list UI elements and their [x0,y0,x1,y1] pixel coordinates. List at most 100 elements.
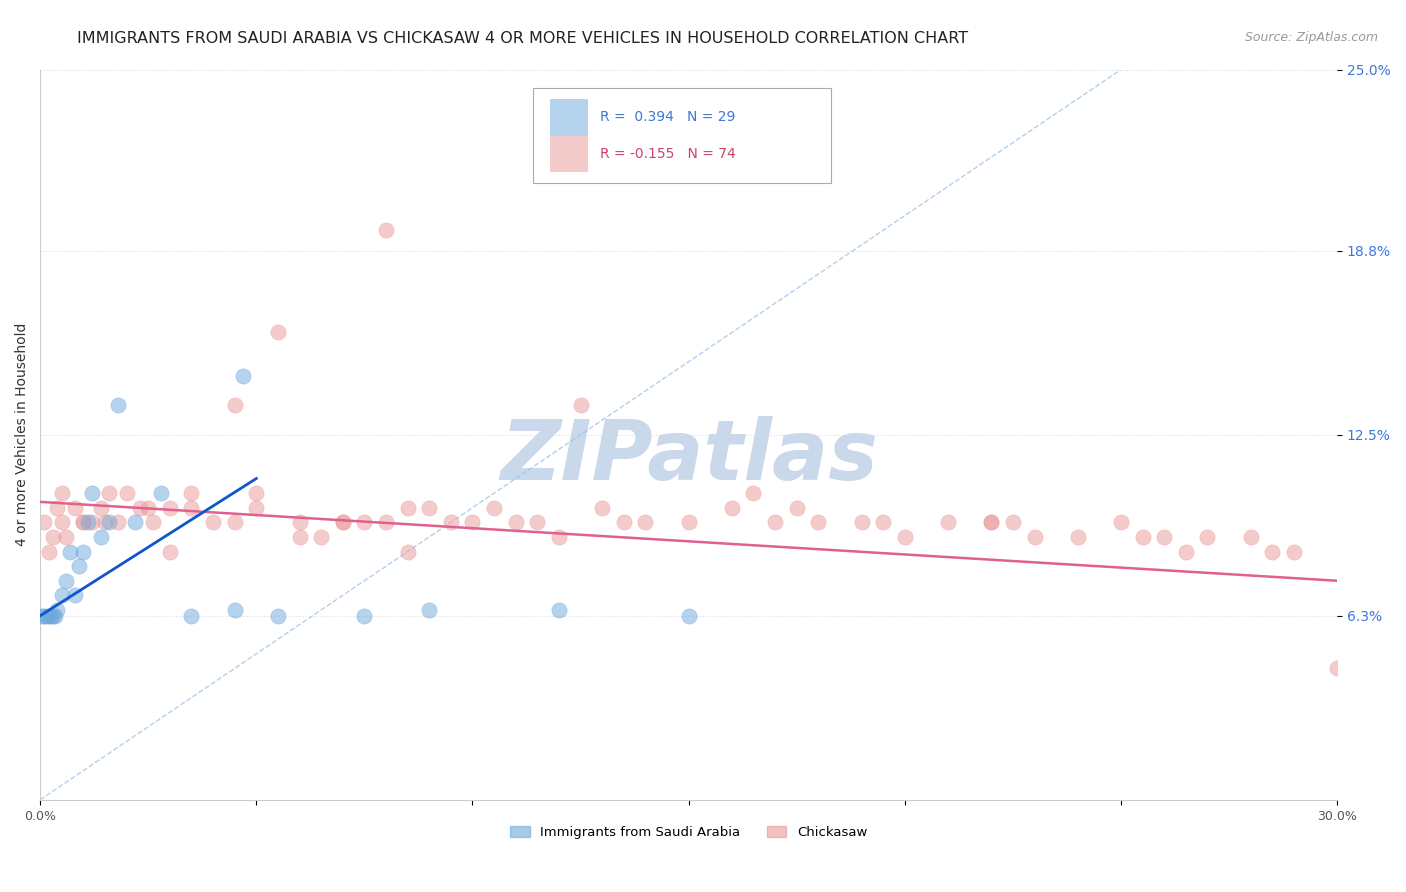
Point [1109,516,1132,530]
Point [1153,530,1175,544]
Point [1240,530,1263,544]
Point [42,530,65,544]
Point [51,588,73,602]
Point [548,530,571,544]
Point [80,486,103,500]
Point [224,516,246,530]
Point [46,500,69,515]
Point [613,516,636,530]
Point [39,608,62,623]
Point [786,500,808,515]
Point [107,516,129,530]
Point [461,516,484,530]
Point [763,516,786,530]
Point [55,574,77,588]
Text: ZIPatlas: ZIPatlas [499,416,877,497]
Point [1132,530,1154,544]
Point [721,500,744,515]
Point [1001,516,1024,530]
Point [180,608,202,623]
Point [872,516,894,530]
Legend: Immigrants from Saudi Arabia, Chickasaw: Immigrants from Saudi Arabia, Chickasaw [505,821,873,845]
Point [396,500,419,515]
Point [980,516,1002,530]
Point [505,516,527,530]
Point [72,516,94,530]
Point [353,516,375,530]
Y-axis label: 4 or more Vehicles in Household: 4 or more Vehicles in Household [15,323,30,547]
Point [396,544,419,558]
Point [1326,661,1348,675]
Point [894,530,917,544]
Point [288,516,311,530]
Point [59,544,82,558]
Point [418,603,440,617]
Point [136,500,159,515]
Point [245,500,267,515]
Point [1067,530,1090,544]
Point [51,516,73,530]
Point [115,486,138,500]
Point [245,486,267,500]
Point [634,516,657,530]
Point [128,500,150,515]
Point [1174,544,1197,558]
Point [591,500,613,515]
Point [46,603,69,617]
Point [150,486,173,500]
Text: Source: ZipAtlas.com: Source: ZipAtlas.com [1244,31,1378,45]
Text: IMMIGRANTS FROM SAUDI ARABIA VS CHICKASAW 4 OR MORE VEHICLES IN HOUSEHOLD CORREL: IMMIGRANTS FROM SAUDI ARABIA VS CHICKASA… [77,31,969,46]
Point [63,588,86,602]
Point [98,516,121,530]
Point [42,608,65,623]
Point [526,516,548,530]
Point [332,516,354,530]
Point [482,500,505,515]
Point [31,608,53,623]
Point [38,544,60,558]
Point [936,516,959,530]
Point [569,399,592,413]
Point [267,326,290,340]
Point [90,500,112,515]
Point [224,399,246,413]
Point [44,608,66,623]
Point [51,486,73,500]
Point [332,516,354,530]
Point [375,223,398,237]
Point [72,544,94,558]
FancyBboxPatch shape [550,99,588,135]
Point [94,516,117,530]
Point [34,608,56,623]
Point [353,608,375,623]
Point [76,516,98,530]
Point [678,608,700,623]
Point [1197,530,1219,544]
Point [851,516,873,530]
Point [180,500,202,515]
Point [55,530,77,544]
Text: R =  0.394   N = 29: R = 0.394 N = 29 [600,110,735,124]
FancyBboxPatch shape [533,87,831,183]
Point [1261,544,1284,558]
Point [288,530,311,544]
Point [678,516,700,530]
Point [159,544,181,558]
Point [34,516,56,530]
Point [224,603,246,617]
Point [67,559,90,574]
Point [80,516,103,530]
FancyBboxPatch shape [550,136,588,171]
Point [202,516,225,530]
Point [124,516,146,530]
Point [232,369,254,384]
Point [807,516,830,530]
Point [63,500,86,515]
Point [309,530,332,544]
Text: R = -0.155   N = 74: R = -0.155 N = 74 [600,146,737,161]
Point [107,399,129,413]
Point [180,486,202,500]
Point [72,516,94,530]
Point [98,486,121,500]
Point [1282,544,1305,558]
